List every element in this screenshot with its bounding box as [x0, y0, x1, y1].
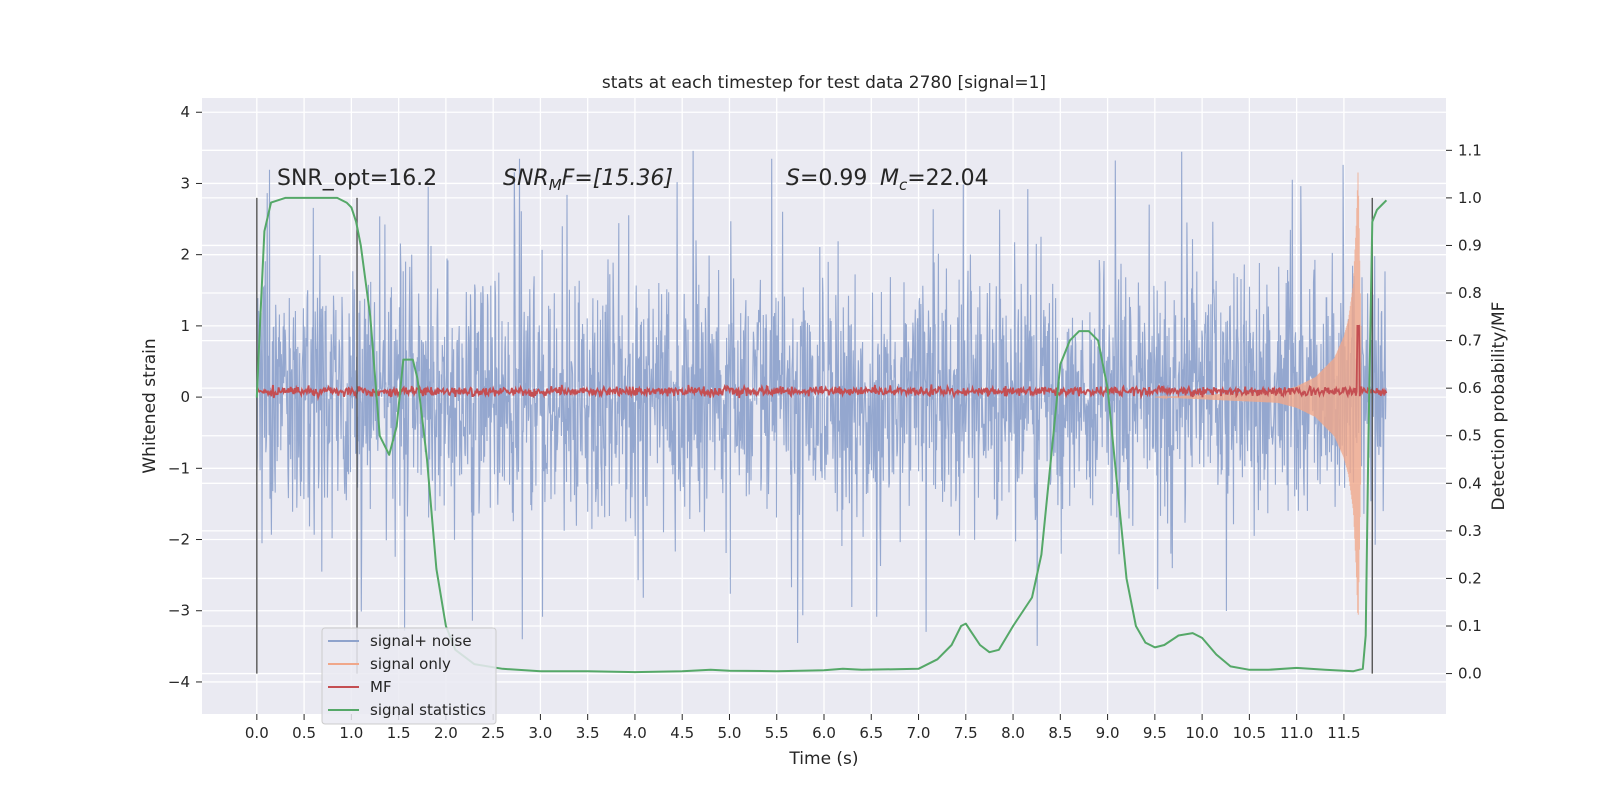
- y-tick-label: 0: [180, 388, 190, 406]
- y2-tick-label: 0.7: [1458, 332, 1482, 350]
- s-label: S: [786, 166, 800, 191]
- mf-series: [255, 325, 1388, 402]
- y-tick-label: −4: [168, 673, 190, 691]
- x-axis-label: Time (s): [788, 749, 858, 769]
- mc-subscript: c: [899, 176, 908, 194]
- x-tick-label: 0.5: [292, 724, 316, 742]
- mc-value: =22.04: [907, 166, 988, 191]
- snr-mf-rest: F=[15.36]: [562, 166, 673, 191]
- x-tick-label: 8.0: [1001, 724, 1025, 742]
- y-tick-label: −1: [168, 459, 190, 477]
- x-tick-label: 0.0: [245, 724, 269, 742]
- mf-line: [255, 325, 1388, 402]
- legend-label-signal-noise: signal+ noise: [370, 632, 472, 650]
- legend-box: [321, 627, 497, 725]
- x-tick-label: 9.0: [1096, 724, 1120, 742]
- x-tick-label: 3.5: [576, 724, 600, 742]
- y-axis-ticks: −4 −3 −2 −1 0 1 2 3 4: [168, 103, 202, 691]
- annotation-snr-mf: SNRMF=[15.36]: [503, 166, 673, 194]
- y-axis-label: Whitened strain: [140, 338, 160, 473]
- x-tick-label: 4.0: [623, 724, 647, 742]
- x-tick-label: 6.5: [859, 724, 883, 742]
- x-tick-label: 6.0: [812, 724, 836, 742]
- x-tick-label: 1.5: [387, 724, 411, 742]
- y-tick-label: 4: [180, 103, 190, 121]
- x-tick-label: 5.0: [718, 724, 742, 742]
- x-tick-label: 1.0: [339, 724, 363, 742]
- x-tick-label: 7.5: [954, 724, 978, 742]
- y2-tick-label: 0.9: [1458, 236, 1482, 254]
- x-tick-label: 11.0: [1280, 724, 1313, 742]
- legend-label-mf: MF: [370, 678, 392, 696]
- y2-tick-label: 0.2: [1458, 569, 1482, 587]
- annotation-s: S=0.99: [786, 166, 867, 191]
- y-tick-label: −2: [168, 531, 190, 549]
- y2-tick-label: 0.3: [1458, 522, 1482, 540]
- legend: signal+ noise signal only MF signal stat…: [321, 627, 497, 725]
- x-tick-label: 10.0: [1185, 724, 1218, 742]
- x-tick-label: 3.0: [528, 724, 552, 742]
- x-axis-ticks: 0.0 0.5 1.0 1.5 2.0 2.5 3.0 3.5 4.0 4.5 5.0 5.5 6.0 6…: [245, 714, 1361, 742]
- signal-noise-line: [256, 150, 1387, 646]
- y2-axis-label: Detection probability/MF: [1489, 302, 1509, 511]
- mc-label: M: [880, 166, 899, 191]
- x-tick-label: 11.5: [1327, 724, 1360, 742]
- x-tick-label: 7.0: [907, 724, 931, 742]
- y2-tick-label: 0.4: [1458, 474, 1482, 492]
- snr-mf-base: SNR: [503, 166, 549, 191]
- x-tick-label: 10.5: [1233, 724, 1266, 742]
- y2-tick-label: 1.1: [1458, 141, 1482, 159]
- annotation-mc: Mc=22.04: [880, 166, 989, 194]
- signal-noise-series: [256, 150, 1387, 646]
- y-tick-label: 3: [180, 174, 190, 192]
- y2-axis-ticks: 0.0 0.1 0.2 0.3 0.4 0.5 0.6 0.7 0.8 0.9 1.0 1.1: [1446, 141, 1482, 683]
- annotation-snr-opt: SNR_opt=16.2: [277, 166, 437, 191]
- x-tick-label: 8.5: [1048, 724, 1072, 742]
- x-tick-label: 2.5: [481, 724, 505, 742]
- y2-tick-label: 0.1: [1458, 617, 1482, 635]
- x-tick-label: 4.5: [670, 724, 694, 742]
- x-tick-label: 9.5: [1143, 724, 1167, 742]
- y-tick-label: 1: [180, 317, 190, 335]
- signal-statistics-series: [255, 196, 1388, 674]
- y2-tick-label: 0.5: [1458, 427, 1482, 445]
- y-tick-label: 2: [180, 246, 190, 264]
- x-tick-label: 2.0: [434, 724, 458, 742]
- chart-title: stats at each timestep for test data 278…: [602, 73, 1046, 93]
- y-tick-label: −3: [168, 602, 190, 620]
- snr-mf-subscript: M: [549, 176, 562, 194]
- y2-tick-label: 0.6: [1458, 379, 1482, 397]
- x-tick-label: 5.5: [765, 724, 789, 742]
- y2-tick-label: 0.0: [1458, 665, 1482, 683]
- legend-label-signal-statistics: signal statistics: [370, 701, 486, 719]
- s-value: =0.99: [800, 166, 867, 191]
- y2-tick-label: 0.8: [1458, 284, 1482, 302]
- y2-tick-label: 1.0: [1458, 189, 1482, 207]
- legend-label-signal-only: signal only: [370, 655, 451, 673]
- signal-statistics-line: [255, 196, 1388, 674]
